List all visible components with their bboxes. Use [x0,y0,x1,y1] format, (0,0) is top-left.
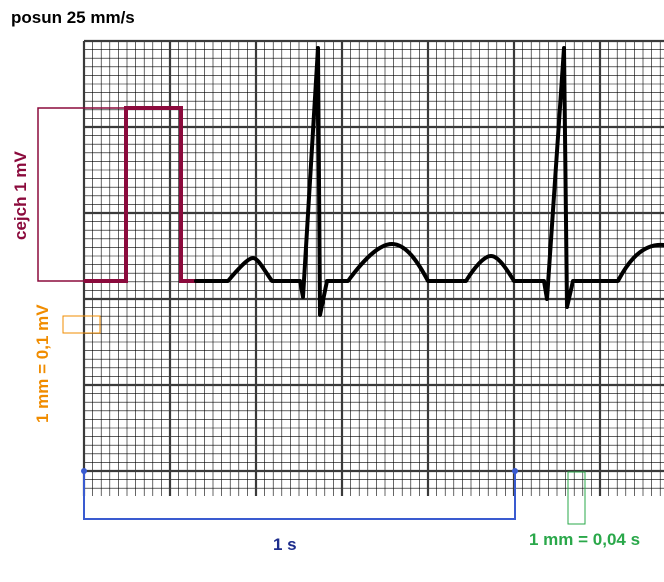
amplitude-scale-label: 1 mm = 0,1 mV [33,304,52,423]
one-second-bracket [83,471,516,520]
grid-major-lines [82,39,664,496]
grid-minor-lines [84,41,664,496]
bracket-start-dot [81,468,87,474]
one-second-label: 1 s [273,535,297,554]
calibration-label: cejch 1 mV [11,151,30,240]
time-scale-label: 1 mm = 0,04 s [529,530,640,549]
calibration-outline-box [37,107,127,282]
bracket-end-dot [512,468,518,474]
time-scale-box [567,471,586,525]
ecg-trace [194,46,664,317]
calibration-pulse [84,106,196,283]
amplitude-scale-box [62,315,101,334]
paper-speed-title: posun 25 mm/s [11,8,135,27]
